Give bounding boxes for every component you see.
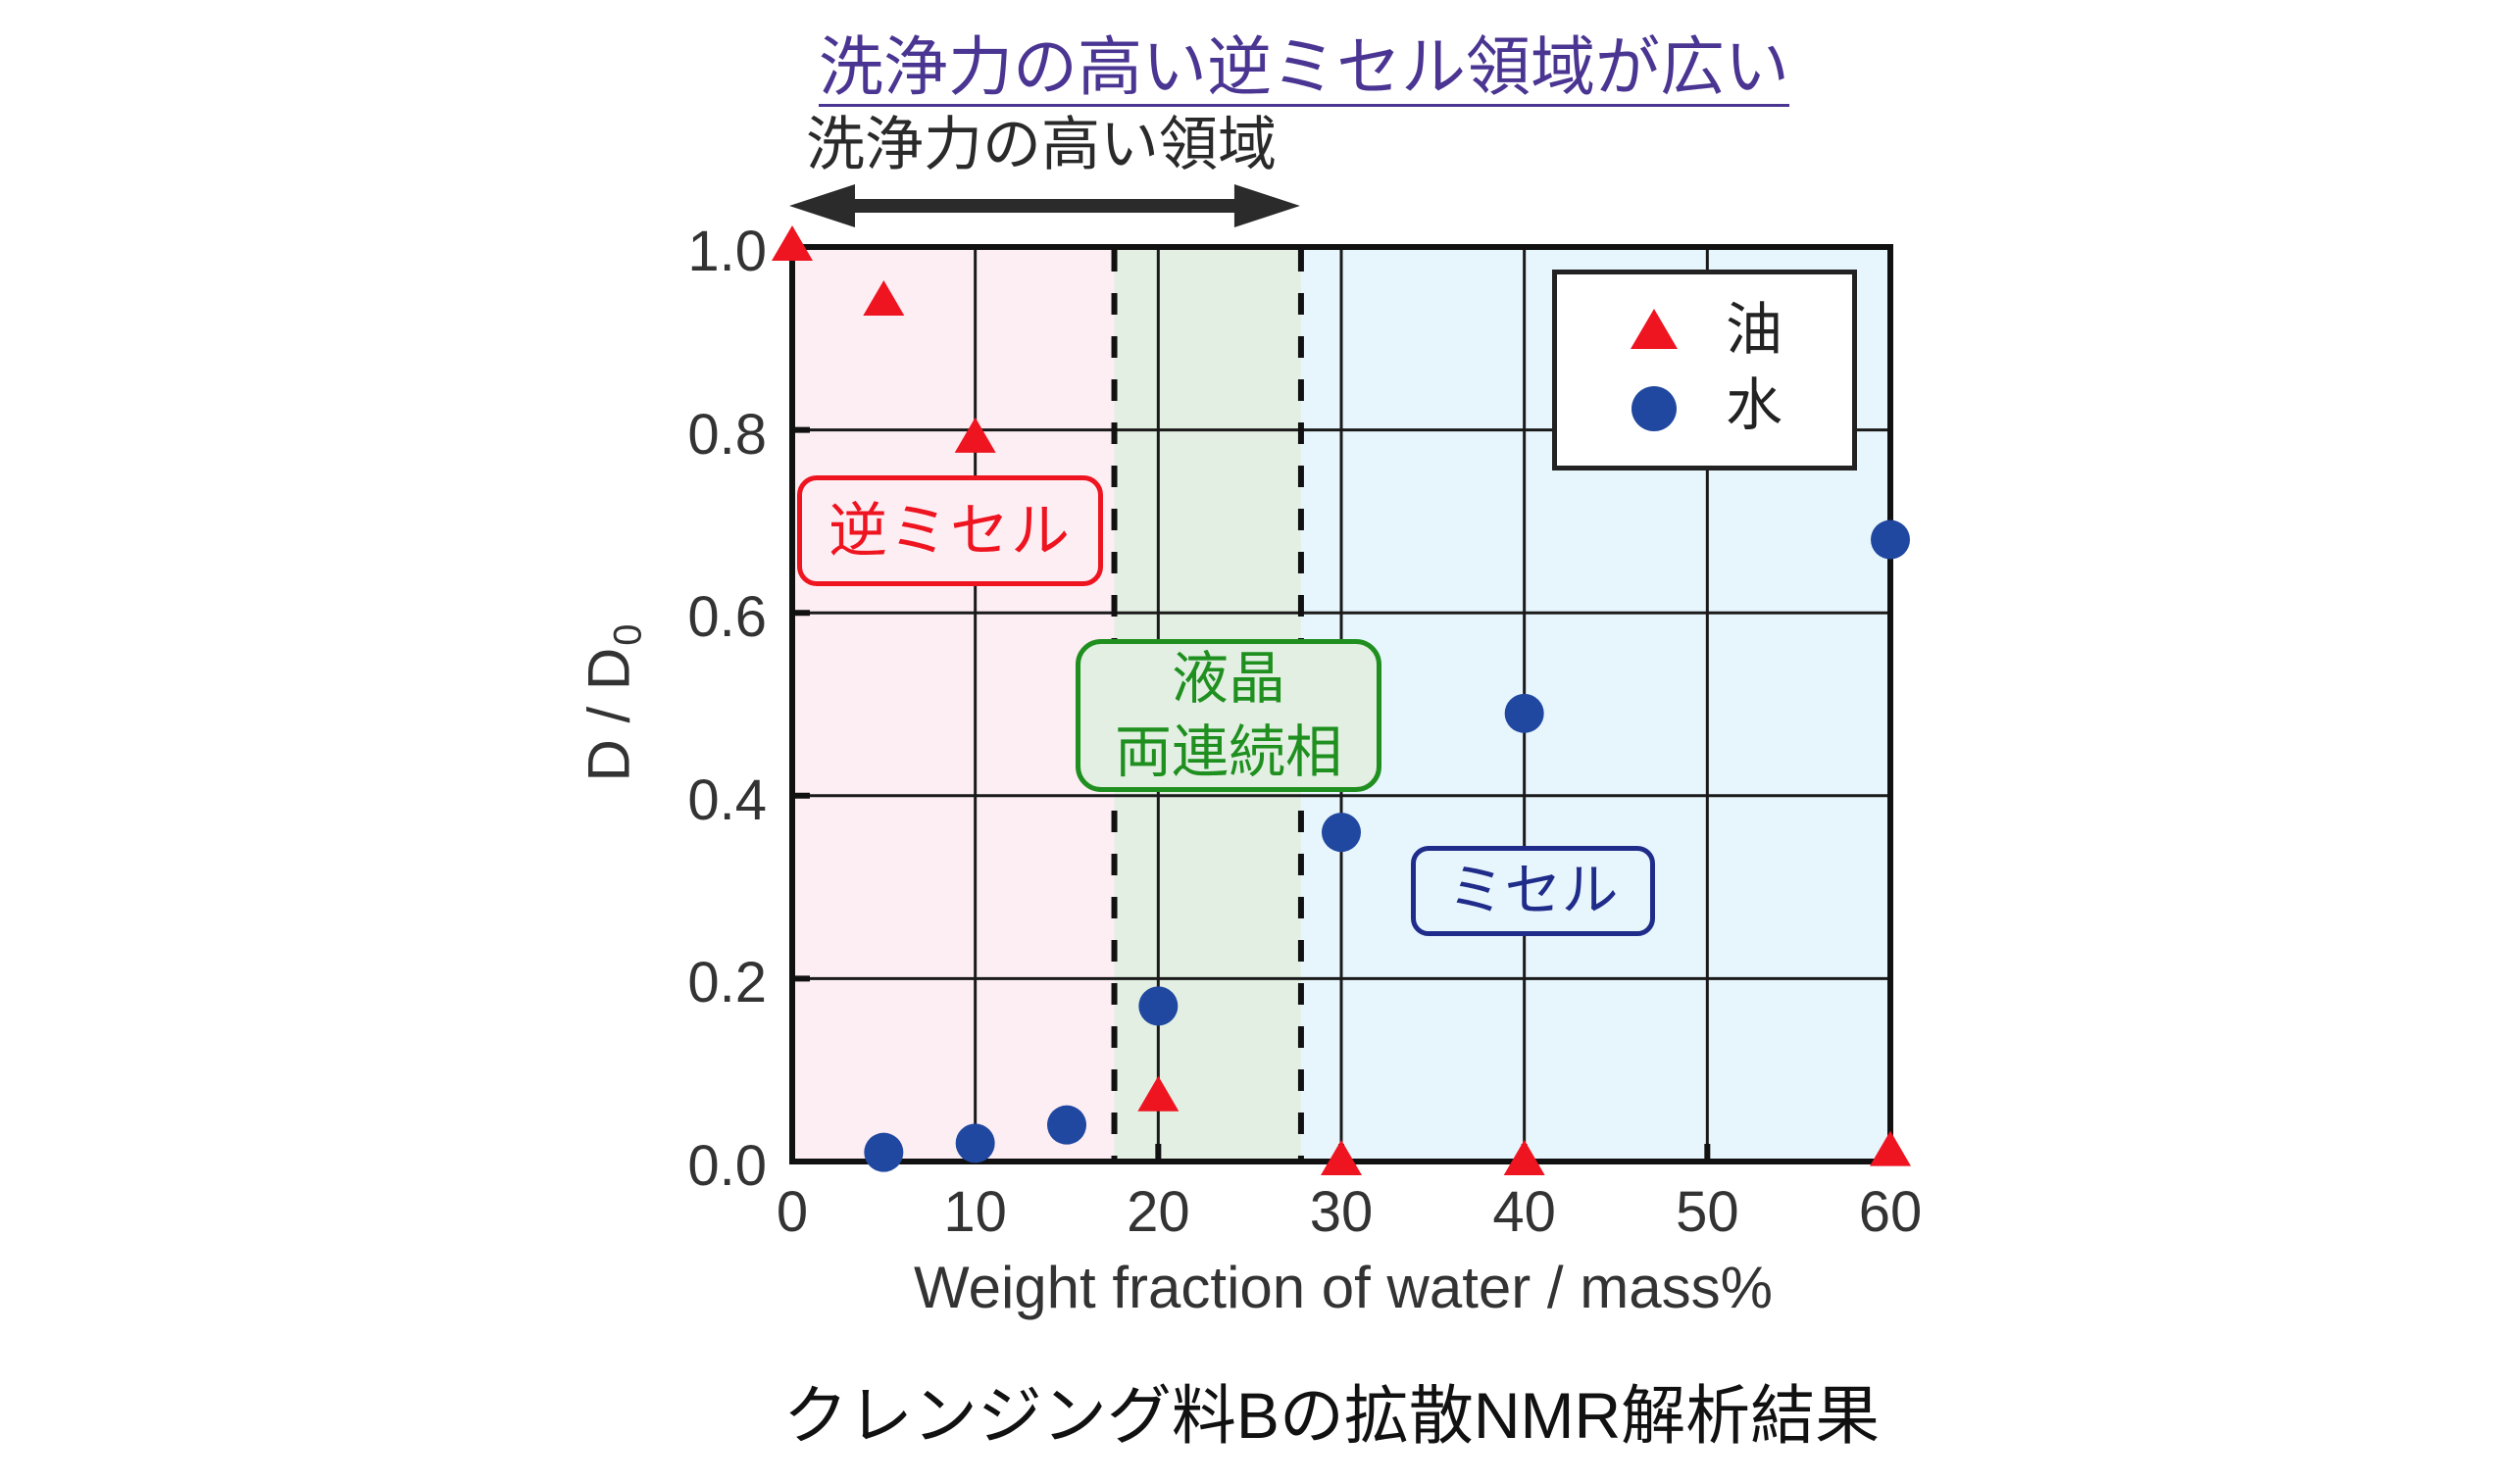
data-point-triangle bbox=[863, 279, 905, 316]
y-tick-label: 0.4 bbox=[687, 767, 767, 832]
chart-title: 洗浄力の高い逆ミセル領域が広い bbox=[819, 29, 1789, 107]
legend-item-oil: 油 bbox=[1557, 296, 1852, 365]
y-axis-title-main: D / D bbox=[576, 647, 642, 782]
x-tick-label: 50 bbox=[1676, 1180, 1739, 1244]
y-tick-label: 0.8 bbox=[687, 402, 767, 467]
x-tick-label: 30 bbox=[1309, 1180, 1374, 1244]
reverse-micelle-label-box: 逆ミセル bbox=[797, 475, 1103, 586]
liquid-crystal-label-line1: 液晶 bbox=[1171, 647, 1285, 711]
liquid-crystal-label-box: 液晶 両連続相 bbox=[1076, 639, 1381, 792]
y-axis-title: D / D0 bbox=[573, 624, 654, 782]
data-point-circle bbox=[1047, 1105, 1086, 1145]
y-tick-label: 0.2 bbox=[687, 951, 767, 1015]
region-reverse-micelle bbox=[792, 247, 1115, 1162]
x-tick-label: 20 bbox=[1127, 1180, 1190, 1244]
data-point-triangle bbox=[1137, 1075, 1180, 1112]
x-axis-title: Weight fraction of water / mass% bbox=[914, 1255, 1773, 1320]
legend-label-oil: 油 bbox=[1726, 298, 1783, 362]
data-point-circle bbox=[955, 1123, 995, 1163]
data-point-circle bbox=[1871, 519, 1910, 560]
series-water bbox=[864, 519, 1910, 1172]
figure-caption: クレンジング料Bの拡散NMR解析結果 bbox=[782, 1379, 1881, 1452]
liquid-crystal-label-line2: 両連続相 bbox=[1114, 720, 1342, 784]
y-tick-label: 0.0 bbox=[687, 1134, 767, 1198]
micelle-label: ミセル bbox=[1447, 859, 1619, 922]
y-axis-title-subscript: 0 bbox=[606, 623, 650, 646]
data-point-circle bbox=[1504, 693, 1544, 733]
y-tick-label: 1.0 bbox=[687, 220, 767, 283]
data-point-triangle bbox=[772, 225, 813, 261]
circle-icon bbox=[1632, 386, 1677, 431]
series-oil bbox=[772, 225, 1911, 1175]
triangle-icon bbox=[1631, 309, 1678, 349]
x-tick-label: 60 bbox=[1858, 1180, 1923, 1244]
legend-triangle-marker bbox=[1631, 309, 1678, 349]
data-point-circle bbox=[1322, 813, 1361, 853]
y-tick-label: 0.6 bbox=[687, 585, 767, 650]
legend: 油 水 bbox=[1552, 270, 1857, 470]
data-point-circle bbox=[1138, 986, 1179, 1026]
x-tick-label: 0 bbox=[776, 1180, 809, 1244]
data-point-triangle bbox=[1321, 1140, 1362, 1175]
x-tick-label: 10 bbox=[943, 1180, 1007, 1244]
data-point-triangle bbox=[1870, 1130, 1911, 1166]
legend-label-water: 水 bbox=[1726, 373, 1783, 437]
legend-circle-marker bbox=[1632, 386, 1677, 431]
legend-item-water: 水 bbox=[1557, 371, 1852, 440]
double-arrow-icon bbox=[789, 184, 1300, 227]
reverse-micelle-label: 逆ミセル bbox=[828, 497, 1072, 564]
data-point-circle bbox=[864, 1132, 904, 1172]
x-tick-label: 40 bbox=[1492, 1180, 1556, 1244]
micelle-label-box: ミセル bbox=[1411, 846, 1655, 936]
data-point-triangle bbox=[954, 417, 996, 453]
high-detergency-range-label: 洗浄力の高い領域 bbox=[806, 112, 1277, 177]
data-point-triangle bbox=[1503, 1140, 1545, 1175]
